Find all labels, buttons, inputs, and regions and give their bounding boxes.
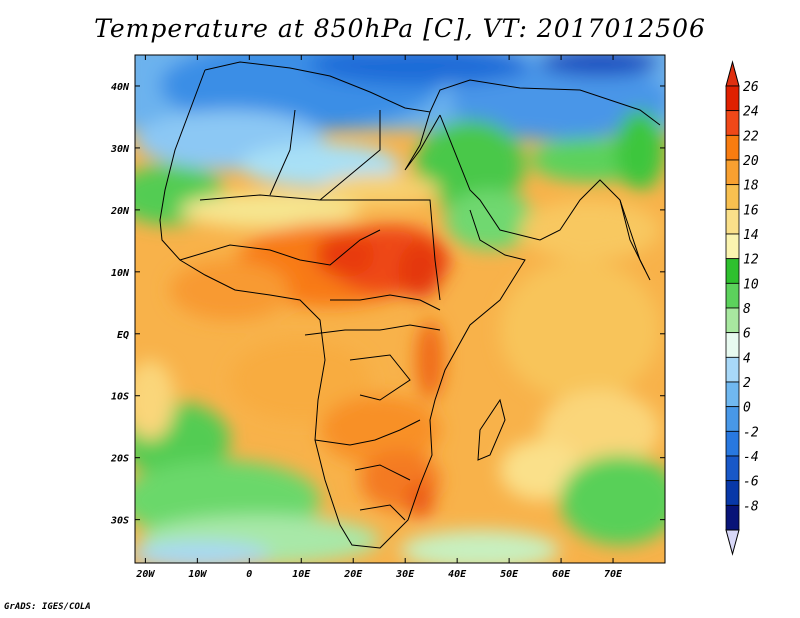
lon-tick-label: 60E bbox=[552, 569, 571, 580]
colorbar-label: -8 bbox=[743, 499, 759, 514]
colorbar-label: 14 bbox=[743, 228, 759, 243]
colorbar-label: 8 bbox=[743, 302, 751, 317]
credit-label: GrADS: IGES/COLA bbox=[4, 602, 91, 612]
lon-tick-label: 0 bbox=[246, 569, 252, 580]
lat-tick-label: 40N bbox=[111, 82, 130, 93]
lat-tick-label: 10N bbox=[111, 268, 130, 279]
lat-tick-label: 10S bbox=[111, 392, 129, 403]
colorbar-swatch bbox=[725, 233, 740, 260]
colorbar-label: 26 bbox=[743, 80, 759, 95]
colorbar-swatch bbox=[725, 184, 740, 210]
colorbar-bottom-arrow bbox=[725, 529, 740, 556]
colorbar-swatch bbox=[725, 406, 740, 432]
colorbar-label: 0 bbox=[743, 401, 751, 416]
map-title: Temperature at 850hPa [C], VT: 201701250… bbox=[94, 14, 706, 43]
colorbar-label: 4 bbox=[743, 351, 751, 366]
lon-tick-label: 10E bbox=[292, 569, 311, 580]
colorbar-swatch bbox=[725, 282, 740, 309]
map-frame bbox=[134, 54, 666, 564]
colorbar-label: 16 bbox=[743, 203, 759, 218]
colorbar-swatch bbox=[725, 110, 740, 136]
colorbar-swatch bbox=[725, 504, 740, 531]
latitude-axis: 40N 30N 20N 10N EQ 10S 20S 30S bbox=[110, 82, 665, 527]
colorbar-label: -4 bbox=[743, 450, 759, 465]
colorbar-swatch bbox=[725, 332, 740, 358]
lon-tick-label: 70E bbox=[604, 569, 623, 580]
colorbar-swatch bbox=[725, 430, 740, 457]
colorbar-top-arrow bbox=[725, 60, 740, 87]
colorbar-swatch bbox=[725, 307, 740, 334]
lat-tick-label: EQ bbox=[117, 330, 129, 341]
colorbar-label: 2 bbox=[743, 376, 751, 391]
lon-tick-label: 10W bbox=[188, 569, 207, 580]
colorbar-label: 24 bbox=[743, 105, 759, 120]
colorbar-label: 12 bbox=[743, 253, 759, 268]
lon-tick-label: 20W bbox=[135, 569, 155, 580]
lon-tick-label: 40E bbox=[448, 569, 467, 580]
colorbar-swatch bbox=[725, 159, 740, 186]
colorbar-label: 6 bbox=[743, 327, 751, 342]
lat-tick-label: 20S bbox=[110, 454, 129, 465]
colorbar-swatch bbox=[725, 455, 740, 482]
colorbar-label: 22 bbox=[743, 129, 759, 144]
colorbar-label: 18 bbox=[743, 179, 759, 194]
temperature-field bbox=[135, 55, 665, 563]
lon-tick-label: 30E bbox=[395, 569, 415, 580]
lat-tick-label: 30S bbox=[110, 516, 129, 527]
colorbar-swatch bbox=[725, 134, 740, 161]
lon-tick-label: 20E bbox=[343, 569, 363, 580]
lon-tick-label: 50E bbox=[500, 569, 519, 580]
lat-tick-label: 30N bbox=[110, 144, 130, 155]
lat-tick-label: 20N bbox=[110, 206, 130, 217]
colorbar-label: 20 bbox=[743, 154, 759, 169]
colorbar-swatch bbox=[725, 356, 740, 383]
colorbar-label: -6 bbox=[743, 475, 759, 490]
colorbar-swatch bbox=[725, 480, 740, 506]
colorbar-swatch bbox=[725, 258, 740, 284]
colorbar-label: -2 bbox=[743, 425, 759, 440]
colorbar-swatch bbox=[725, 381, 740, 408]
longitude-axis: 20W 10W 0 10E 20E 30E 40E 50E 60E 70E bbox=[135, 55, 623, 580]
colorbar-label: 10 bbox=[743, 277, 759, 292]
coastlines bbox=[159, 61, 661, 549]
colorbar-swatch bbox=[725, 85, 740, 112]
colorbar-swatch bbox=[725, 208, 740, 235]
